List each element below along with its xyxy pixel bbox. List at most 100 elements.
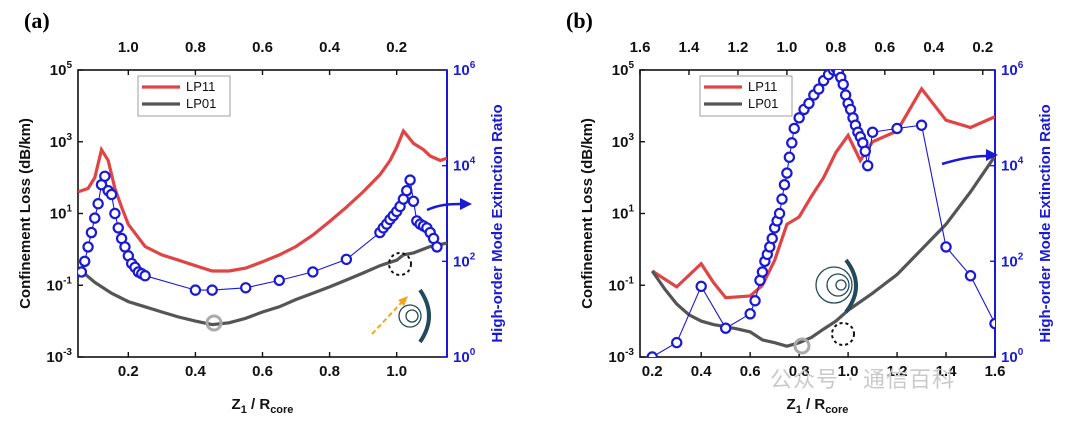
- panel-b-ratio-point: [671, 336, 683, 349]
- panel-a-ratio-point: [404, 174, 416, 186]
- panel-b-top-tick-label: 1.6: [630, 39, 651, 56]
- panel-a-xlabel: Z1 / Rcore: [232, 396, 294, 416]
- panel-b-ratio-point: [786, 137, 798, 149]
- panel-b-series-lp01-line: [650, 155, 995, 348]
- panel-b-ratio-point: [719, 322, 732, 334]
- panel-b-ratio-point: [837, 78, 849, 91]
- panel-a-core-ring-inner: [405, 309, 419, 323]
- panel-b-top-tick-label: 1.2: [728, 39, 749, 56]
- panel-b-ratio-point: [803, 97, 815, 110]
- panel-b-top-tick-label: 0.6: [874, 39, 895, 56]
- panel-b-ratio-point: [793, 112, 805, 124]
- panel-b-ytick-right-label: 102: [1001, 251, 1024, 270]
- panel-a-ytick-right-label: 106: [453, 60, 476, 79]
- panel-a-ratio-point: [92, 198, 104, 210]
- panel-a-xtick-label: 0.4: [185, 363, 207, 380]
- panel-b-ratio-point: [813, 83, 825, 95]
- panel-b-legend-label-lp11: LP11: [748, 79, 777, 94]
- panel-b-xtick-label: 1.4: [936, 363, 958, 380]
- panel-b-ratio-point: [773, 207, 786, 220]
- watermark-text: 公众号 · 通信百科: [770, 368, 955, 393]
- panel-a-arrow-head: [460, 198, 472, 210]
- panel-a-tube-arc: [418, 288, 431, 344]
- panel-b-top-tick-label: 1.4: [679, 39, 701, 56]
- panel-b-top-tick-label: 0.2: [972, 39, 993, 56]
- panel-b-xtick-label: 1.6: [985, 363, 1006, 380]
- panel-b-series-lp11-line: [651, 85, 995, 300]
- panel-b-ratio-point: [788, 122, 800, 135]
- panel-b-ytick-left-label: 105: [612, 60, 635, 79]
- panel-b-ylabel-right: High-order Mode Extinction Ratio: [1037, 104, 1054, 342]
- panel-b-core-ring-outer: [815, 266, 853, 304]
- panel-a-series-lp01-line: [78, 241, 447, 327]
- panel-b-ytick-right-label: 100: [1001, 347, 1024, 366]
- panel-b-ratio-point: [776, 193, 788, 205]
- panel-b-top-tick-label: 0.4: [923, 39, 945, 56]
- panel-a-series-lp11-line: [78, 127, 447, 273]
- panel-a-top-tick-label: 0.4: [319, 39, 341, 56]
- panel-a-dashed-arrow-line: [371, 301, 403, 335]
- panel-a-plot-area: [78, 127, 447, 327]
- panel-a-core-ring-outer: [398, 304, 422, 328]
- panel-a-top-tick-label: 0.2: [386, 39, 407, 56]
- panel-b-ratio-point: [783, 151, 796, 163]
- panel-b-ratio-point: [646, 351, 658, 357]
- panel-b-xtick-label: 1.2: [887, 363, 908, 380]
- panel-b-xtick-label: 0.4: [691, 363, 713, 380]
- panel-b-ytick-right-label: 104: [1001, 156, 1024, 175]
- panel-a-ratio-point: [307, 266, 319, 278]
- panel-a-ratio-point: [189, 284, 202, 296]
- panel-a-ratio-point: [401, 184, 413, 197]
- panel-a-ratio-point: [431, 241, 443, 253]
- panel-a-ytick-left-label: 105: [50, 60, 73, 79]
- panel-a-ratio-point: [82, 241, 94, 253]
- panel-a-label: (a): [24, 8, 50, 33]
- panel-a-ratio-point: [112, 222, 124, 234]
- panel-a-ratio-point: [99, 170, 111, 182]
- panel-b-ratio-point: [744, 308, 756, 320]
- panel-a-xtick-label: 0.8: [319, 363, 340, 380]
- panel-b-xtick-label: 1.0: [838, 363, 859, 380]
- panel-b-ratio-point: [778, 179, 791, 191]
- panel-b-plot-area: [646, 70, 995, 357]
- panel-a-ytick-left-label: 10-3: [46, 347, 72, 366]
- panel-a-ratio-point: [85, 226, 98, 239]
- panel-a-xtick-label: 1.0: [386, 363, 407, 380]
- panel-a-grey-circle-marker: [205, 314, 223, 332]
- panel-b-arrow-line: [941, 154, 987, 166]
- panel-b-top-tick-label: 1.0: [776, 39, 797, 56]
- panel-b-ratio-point: [866, 126, 879, 138]
- panel-b-ratio-point: [964, 270, 977, 282]
- panel-a-ylabel-left: Confinement Loss (dB/km): [17, 118, 34, 309]
- panel-b-ratio-point: [940, 241, 952, 253]
- panel-a-ratio-point: [119, 241, 131, 253]
- panel-b-legend-box: [699, 75, 793, 117]
- panel-a-legend-label-lp11: LP11: [186, 79, 215, 94]
- panel-b-ratio-point: [915, 119, 928, 131]
- panel-b-core-ring-mid: [826, 273, 850, 297]
- panel-a-ratio-point: [273, 274, 285, 287]
- panel-b-ytick-right-label: 106: [1001, 60, 1024, 79]
- panel-a-xtick-label: 0.6: [252, 363, 273, 380]
- panel-a-ytick-left-label: 10-1: [46, 275, 72, 294]
- panel-b-ytick-left-label: 10-3: [608, 347, 634, 366]
- panel-a-ytick-right-label: 100: [453, 347, 476, 366]
- panel-b-ylabel-left: Confinement Loss (dB/km): [579, 118, 596, 309]
- panel-a-ratio-point: [240, 282, 252, 294]
- panel-b-grey-circle-marker: [793, 337, 811, 355]
- panel-a-ytick-left-label: 103: [50, 132, 73, 151]
- panel-a-ratio-point: [105, 188, 118, 201]
- panel-b-xtick-label: 0.6: [740, 363, 761, 380]
- panel-b-top-tick-label: 0.8: [825, 39, 846, 56]
- panel-a-arrow-line: [426, 202, 461, 212]
- panel-b-ratio-point: [989, 317, 995, 330]
- panel-a-dotted-circle-marker: [388, 252, 412, 276]
- panel-b-ratio-point: [749, 295, 761, 307]
- panel-b-ytick-left-label: 10-1: [608, 275, 634, 294]
- panel-b-arrow-head: [986, 149, 998, 161]
- panel-a-ratio-point: [109, 207, 121, 220]
- panel-a-ratio-point: [79, 255, 91, 268]
- panel-b-ratio-point: [756, 266, 769, 278]
